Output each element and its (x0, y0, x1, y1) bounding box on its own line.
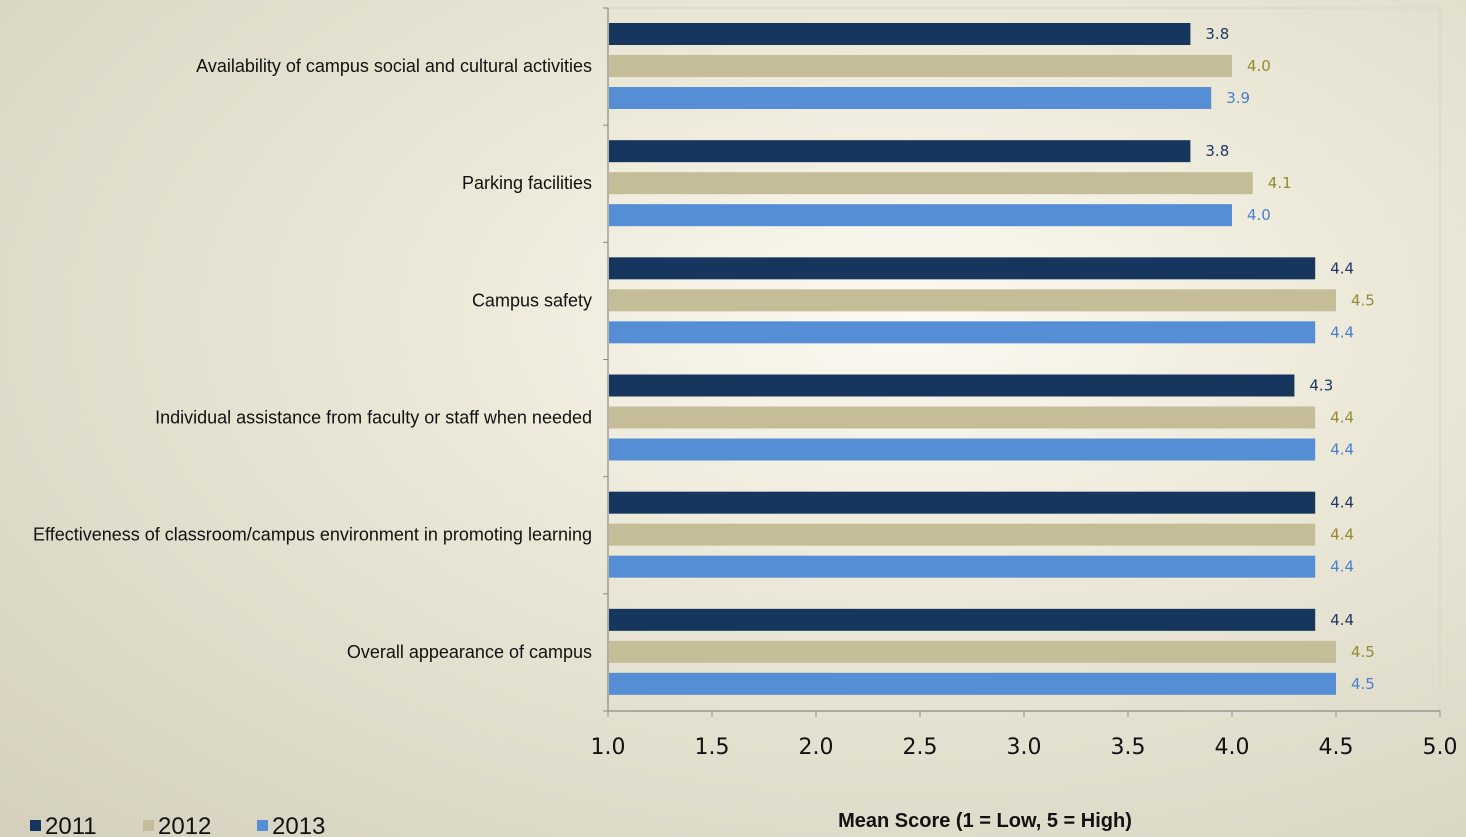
bar-2012 (609, 640, 1336, 663)
data-labels-group: 3.8 4.0 3.9 3.8 4.1 4.0 4.4 4.5 4.4 4.3 4.4 4.4 4.4 4… (1205, 25, 1374, 693)
data-label-2011: 4.4 (1330, 611, 1354, 629)
x-tick-label: 5.0 (1423, 735, 1458, 760)
x-tick-label: 1.5 (695, 735, 730, 760)
x-tick-label: 3.5 (1111, 735, 1146, 760)
data-label-2011: 4.4 (1330, 494, 1354, 512)
bar-2013 (609, 438, 1316, 461)
data-label-2013: 3.9 (1226, 89, 1250, 107)
legend-swatch (257, 820, 268, 831)
data-label-2013: 4.0 (1247, 206, 1271, 224)
x-tick-label: 4.5 (1319, 735, 1354, 760)
bar-2011 (609, 374, 1295, 397)
x-tick-label: 2.0 (799, 735, 834, 760)
bar-2013 (609, 204, 1232, 227)
data-label-2011: 3.8 (1205, 142, 1229, 160)
category-label: Overall appearance of campus (347, 642, 592, 662)
legend-swatch (143, 820, 154, 831)
legend-item-2011: 2011 (30, 813, 97, 837)
legend-item-2013: 2013 (257, 813, 325, 837)
category-label: Availability of campus social and cultur… (196, 56, 592, 76)
legend-label: 2011 (45, 813, 97, 837)
data-label-2013: 4.4 (1330, 558, 1354, 576)
legend-label: 2013 (272, 813, 325, 837)
data-label-2012: 4.0 (1247, 57, 1271, 75)
x-axis-title: Mean Score (1 = Low, 5 = High) (838, 810, 1132, 832)
bar-2013 (609, 321, 1316, 344)
category-label: Parking facilities (462, 173, 592, 193)
data-label-2013: 4.5 (1351, 675, 1375, 693)
data-label-2012: 4.5 (1351, 291, 1375, 309)
legend-item-2012: 2012 (143, 813, 211, 837)
data-label-2013: 4.4 (1330, 441, 1354, 459)
x-tick-label: 4.0 (1215, 735, 1250, 760)
bar-2011 (609, 491, 1316, 514)
data-label-2013: 4.4 (1330, 323, 1354, 341)
bar-2013 (609, 87, 1212, 109)
bars-group (609, 23, 1336, 695)
tick-labels-group: 1.0 1.5 2.0 2.5 3.0 3.5 4.0 4.5 5.0 (591, 735, 1458, 760)
data-label-2011: 3.8 (1205, 25, 1229, 43)
axes-group (603, 7, 1441, 717)
legend-swatch (30, 820, 41, 831)
x-tick-label: 3.0 (1007, 735, 1042, 760)
bar-2012 (609, 523, 1316, 546)
data-label-2012: 4.4 (1330, 526, 1354, 544)
legend: 2011 2012 2013 (30, 813, 325, 837)
category-labels-group: Availability of campus social and cultur… (33, 56, 592, 662)
bar-2012 (609, 406, 1316, 429)
legend-label: 2012 (158, 813, 211, 837)
bar-2013 (609, 555, 1316, 578)
bar-2012 (609, 55, 1232, 77)
data-label-2012: 4.4 (1330, 409, 1354, 427)
bar-2013 (609, 672, 1336, 695)
data-label-2011: 4.4 (1330, 259, 1354, 277)
data-label-2011: 4.3 (1309, 377, 1333, 395)
bar-2012 (609, 289, 1336, 312)
x-tick-label: 2.5 (903, 735, 938, 760)
bar-2012 (609, 172, 1253, 195)
bar-2011 (609, 257, 1316, 280)
plot-area-border (607, 7, 1441, 712)
category-label: Effectiveness of classroom/campus enviro… (33, 525, 592, 545)
bar-2011 (609, 608, 1316, 631)
category-label: Individual assistance from faculty or st… (155, 408, 592, 428)
data-label-2012: 4.1 (1268, 174, 1292, 192)
bar-2011 (609, 23, 1191, 45)
category-label: Campus safety (472, 290, 592, 310)
data-label-2012: 4.5 (1351, 643, 1375, 661)
x-tick-label: 1.0 (591, 735, 626, 760)
bar-2011 (609, 140, 1191, 163)
